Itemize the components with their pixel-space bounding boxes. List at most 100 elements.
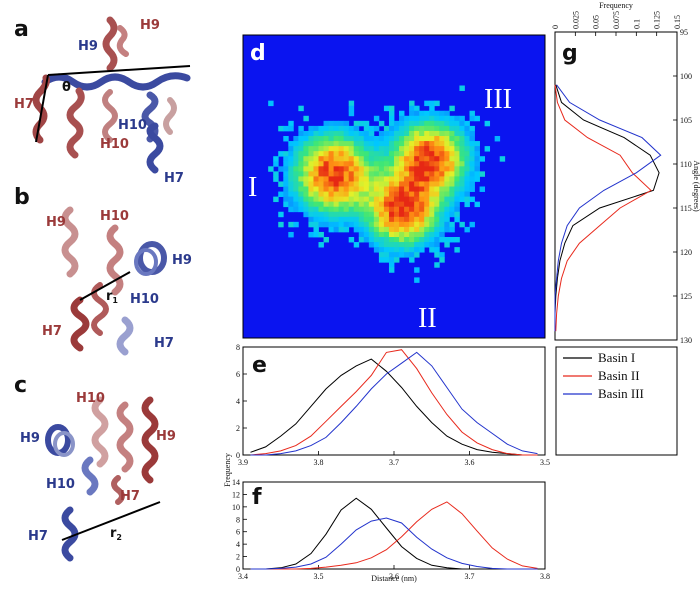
y-tick-label: 125 <box>680 292 692 301</box>
heatmap-cell <box>348 110 355 117</box>
heatmap-cell <box>338 166 345 172</box>
heatmap-cell <box>469 161 475 167</box>
heatmap-cell <box>318 221 324 228</box>
heatmap-cell <box>353 141 360 147</box>
heatmap-cell <box>298 176 304 182</box>
heatmap-cell <box>469 196 475 203</box>
heatmap-cell <box>348 221 355 228</box>
heatmap-cell <box>348 105 355 112</box>
heatmap-cell <box>373 247 380 253</box>
heatmap-cell <box>394 166 400 172</box>
basin-label-iii: III <box>484 84 512 115</box>
heatmap-cell <box>454 136 460 142</box>
heatmap-cell <box>434 211 440 218</box>
heatmap-cell <box>328 156 334 162</box>
series-line-2 <box>250 349 538 456</box>
heatmap-cell <box>409 125 415 132</box>
heatmap-cell <box>429 166 435 172</box>
heatmap-cell <box>323 206 329 213</box>
heatmap-cell <box>313 206 319 213</box>
heatmap-cell <box>378 242 385 248</box>
heatmap-cell <box>323 186 329 192</box>
heatmap-cell <box>469 166 475 172</box>
heatmap-cell <box>323 156 329 162</box>
heatmap-cell <box>303 166 309 172</box>
heatmap-cell <box>358 166 365 172</box>
heatmap-cell <box>308 136 314 142</box>
legend-frame <box>555 346 678 456</box>
helix-back <box>163 97 177 135</box>
heatmap-cell <box>449 115 455 122</box>
heatmap-cell <box>288 125 294 132</box>
heatmap-cell <box>388 156 395 162</box>
heatmap-cell <box>353 191 360 197</box>
heatmap-cell <box>434 146 440 152</box>
heatmap-cell <box>368 221 375 228</box>
heatmap-cell <box>383 231 390 238</box>
panel-label-d: d <box>250 41 266 66</box>
heatmap-cell <box>409 110 415 117</box>
heatmap-cell <box>388 257 395 263</box>
x-tick-label: 3.6 <box>389 572 399 581</box>
heatmap-cell <box>394 247 400 253</box>
heatmap-cell <box>429 196 435 203</box>
heatmap-cell <box>439 221 445 228</box>
heatmap-cell <box>439 125 445 132</box>
heatmap-cell <box>409 242 415 248</box>
heatmap-cell <box>454 247 460 253</box>
heatmap-cell <box>273 156 279 162</box>
y-tick-label: 4 <box>236 397 240 406</box>
heatmap-cell <box>399 242 405 248</box>
heatmap-cell <box>409 141 415 147</box>
heatmap-cell <box>464 156 470 162</box>
heatmap-cell <box>419 191 425 197</box>
heatmap-cell <box>328 161 334 167</box>
heatmap-cell <box>394 125 400 132</box>
heatmap-cell <box>399 206 405 213</box>
heatmap-cell <box>383 171 390 177</box>
helix-h10-red-b <box>106 224 124 296</box>
heatmap-cell <box>333 206 340 213</box>
y-tick-label: 110 <box>680 160 692 169</box>
heatmap-cell <box>293 166 299 172</box>
heatmap-cell <box>373 186 380 192</box>
heatmap-cell <box>388 252 395 258</box>
heatmap-cell <box>353 206 360 213</box>
heatmap-cell <box>308 181 314 187</box>
heatmap-cell <box>308 151 314 157</box>
heatmap-cell <box>323 216 329 223</box>
heatmap-cell <box>298 130 304 137</box>
y-tick-label: 105 <box>680 116 692 125</box>
label-h9-blue-a: H9 <box>78 39 98 54</box>
heatmap-cell <box>368 151 375 157</box>
heatmap-cell <box>419 226 425 233</box>
heatmap-cell <box>358 221 365 228</box>
heatmap-cell <box>419 115 425 122</box>
heatmap-cell <box>353 181 360 187</box>
heatmap-cell <box>404 231 410 238</box>
heatmap-cell <box>318 206 324 213</box>
heatmap-cell <box>409 151 415 157</box>
heatmap-cell <box>363 181 370 187</box>
heatmap-cell <box>348 196 355 203</box>
x-tick-label: 3.5 <box>314 572 324 581</box>
heatmap-cell <box>424 151 430 157</box>
heatmap-cell <box>373 125 380 132</box>
heatmap-cell <box>323 191 329 197</box>
heatmap-cell <box>419 125 425 132</box>
heatmap-cell <box>378 156 385 162</box>
heatmap-cell <box>474 161 480 167</box>
heatmap-cell <box>469 186 475 192</box>
heatmap-cell <box>469 130 475 137</box>
heatmap-cell <box>318 181 324 187</box>
heatmap-cell <box>399 115 405 122</box>
heatmap-cell <box>404 141 410 147</box>
heatmap-cell <box>363 191 370 197</box>
heatmap-cell <box>429 186 435 192</box>
heatmap-cell <box>404 125 410 132</box>
heatmap-cell <box>328 196 334 203</box>
heatmap-cell <box>318 166 324 172</box>
heatmap-cell <box>424 181 430 187</box>
heatmap-cell <box>303 186 309 192</box>
heatmap-cell <box>409 247 415 253</box>
